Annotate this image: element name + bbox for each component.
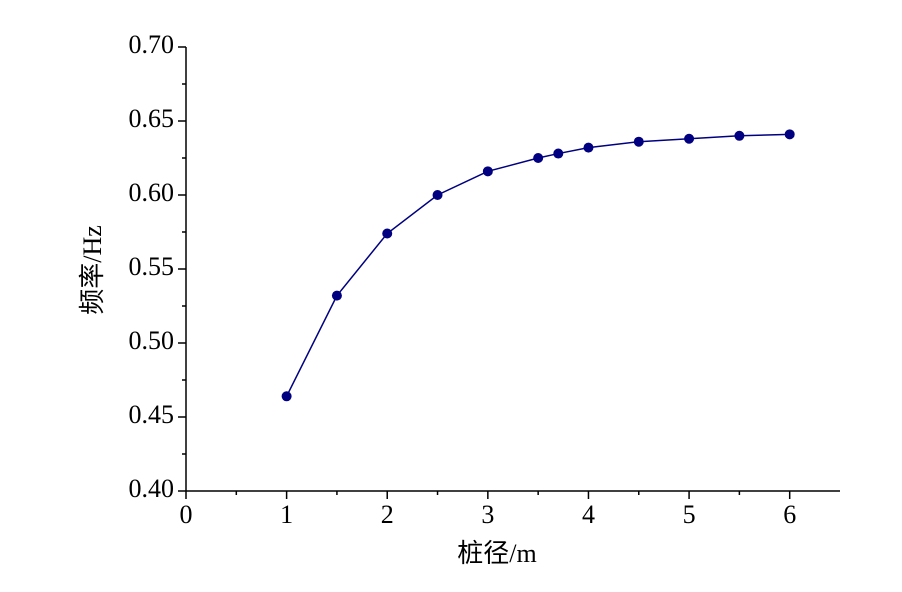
data-point — [331, 290, 342, 301]
y-tick-label: 0.70 — [129, 30, 175, 59]
y-tick-label: 0.60 — [129, 178, 175, 207]
x-tick-label: 3 — [481, 500, 494, 529]
x-tick-label: 4 — [582, 500, 595, 529]
y-tick-label: 0.45 — [129, 400, 175, 429]
x-tick-label: 6 — [783, 500, 796, 529]
data-point — [784, 129, 795, 140]
data-point — [482, 166, 493, 177]
y-axis-label: 频率/Hz — [78, 225, 107, 315]
data-point — [734, 130, 745, 141]
x-tick-label: 5 — [683, 500, 696, 529]
x-tick-label: 0 — [180, 500, 193, 529]
x-tick-label: 2 — [381, 500, 394, 529]
y-tick-label: 0.50 — [129, 326, 175, 355]
data-point — [583, 142, 594, 153]
data-point — [281, 391, 292, 402]
data-point — [432, 190, 443, 200]
series-line — [285, 133, 790, 397]
y-tick-label: 0.40 — [129, 474, 175, 503]
x-axis-label: 桩径/m — [457, 539, 536, 568]
x-tick-label: 1 — [280, 500, 293, 529]
y-tick-label: 0.55 — [129, 252, 175, 281]
y-tick-label: 0.65 — [129, 104, 175, 133]
data-point — [684, 133, 695, 144]
data-point — [382, 228, 393, 239]
data-point — [533, 153, 544, 163]
data-point — [553, 148, 564, 159]
data-point — [633, 136, 644, 147]
